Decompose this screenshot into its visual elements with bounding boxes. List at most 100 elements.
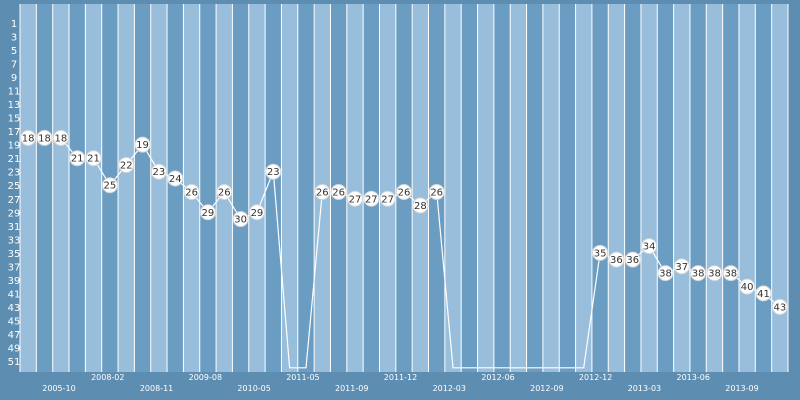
column-band: [20, 4, 37, 372]
x-tick-label: 2012-09: [530, 384, 563, 393]
column-band: [379, 4, 396, 372]
data-point-marker: [722, 265, 739, 282]
x-tick-label: 2008-11: [140, 384, 173, 393]
column-band: [412, 4, 429, 372]
column-band: [477, 4, 494, 372]
column-band: [85, 4, 102, 372]
data-point-label: 26: [316, 188, 329, 199]
x-tick-label: 2012-06: [481, 373, 514, 382]
y-tick-label: 45: [8, 316, 21, 327]
data-point-marker: [608, 251, 625, 268]
column-band: [199, 4, 217, 372]
column-band: [673, 4, 690, 372]
y-tick-label: 31: [8, 222, 21, 233]
data-point-marker: [150, 163, 167, 180]
column-band: [608, 4, 625, 372]
data-point-marker: [183, 184, 200, 200]
column-band: [444, 4, 462, 372]
data-point-marker: [641, 238, 658, 255]
data-point-label: 18: [38, 133, 51, 144]
y-tick-label: 21: [8, 154, 21, 165]
data-point-label: 26: [218, 188, 231, 199]
x-tick-label: 2011-09: [335, 384, 368, 393]
column-band: [624, 4, 641, 372]
data-point-marker: [346, 190, 363, 207]
data-point-marker: [624, 251, 641, 268]
column-band: [134, 4, 151, 372]
column-band: [118, 4, 135, 372]
column-band: [542, 4, 560, 372]
y-tick-label: 49: [8, 343, 21, 354]
data-point-marker: [20, 129, 37, 146]
y-tick-label: 27: [8, 195, 21, 206]
data-point-label: 36: [626, 255, 639, 266]
data-point-marker: [36, 129, 53, 146]
column-band: [706, 4, 723, 372]
data-point-label: 29: [202, 208, 215, 219]
y-tick-label: 17: [8, 127, 21, 138]
y-tick-label: 1: [11, 19, 17, 30]
data-point-marker: [706, 265, 723, 282]
x-tick-label: 2008-02: [91, 373, 124, 382]
data-point-marker: [118, 156, 135, 173]
y-tick-label: 13: [8, 100, 21, 111]
column-band: [52, 4, 70, 372]
y-tick-label: 33: [8, 235, 21, 246]
data-point-marker: [52, 129, 69, 146]
data-point-label: 26: [398, 188, 411, 199]
y-tick-label: 41: [8, 289, 21, 300]
column-band: [493, 4, 511, 372]
data-point-label: 35: [594, 248, 607, 259]
data-point-label: 37: [675, 262, 688, 273]
data-point-label: 23: [153, 167, 166, 178]
x-tick-label: 2009-08: [189, 373, 222, 382]
data-point-marker: [428, 184, 445, 200]
column-band: [363, 4, 380, 372]
x-tick-label: 2011-05: [286, 373, 319, 382]
y-tick-label: 29: [8, 208, 21, 219]
data-point-marker: [363, 190, 380, 207]
data-point-marker: [314, 184, 331, 200]
y-tick-label: 43: [8, 303, 21, 314]
x-tick-label: 2012-12: [579, 373, 612, 382]
data-point-label: 19: [136, 140, 149, 151]
data-point-label: 43: [773, 302, 786, 313]
column-band: [461, 4, 478, 372]
x-tick-label: 2013-06: [676, 373, 709, 382]
column-band: [591, 4, 609, 372]
column-band: [297, 4, 315, 372]
column-bands: [19, 4, 789, 372]
column-band: [559, 4, 576, 372]
y-tick-label: 23: [8, 168, 21, 179]
data-point-marker: [739, 278, 756, 295]
column-band: [69, 4, 86, 372]
data-point-marker: [379, 190, 396, 207]
x-tick-label: 2013-09: [725, 384, 758, 393]
data-point-label: 26: [430, 188, 443, 199]
data-point-marker: [85, 150, 102, 167]
data-point-marker: [690, 265, 707, 282]
y-tick-label: 39: [8, 276, 21, 287]
column-band: [265, 4, 282, 372]
x-tick-label: 2005-10: [42, 384, 75, 393]
data-point-marker: [199, 204, 216, 221]
data-point-label: 38: [708, 269, 721, 280]
y-tick-label: 25: [8, 181, 21, 192]
y-tick-label: 35: [8, 249, 21, 260]
x-tick-label: 2010-05: [237, 384, 270, 393]
y-tick-label: 9: [11, 73, 17, 84]
data-point-marker: [771, 298, 788, 315]
data-point-label: 23: [267, 167, 280, 178]
y-tick-label: 5: [11, 46, 17, 57]
data-point-marker: [134, 136, 151, 153]
y-tick-label: 47: [8, 330, 21, 341]
x-tick-label: 2013-03: [628, 384, 661, 393]
data-point-label: 21: [87, 154, 100, 165]
data-point-marker: [232, 211, 249, 228]
column-band: [657, 4, 674, 372]
data-point-label: 28: [414, 201, 427, 212]
data-point-marker: [167, 170, 184, 187]
data-point-label: 21: [71, 154, 84, 165]
data-point-marker: [265, 163, 282, 180]
